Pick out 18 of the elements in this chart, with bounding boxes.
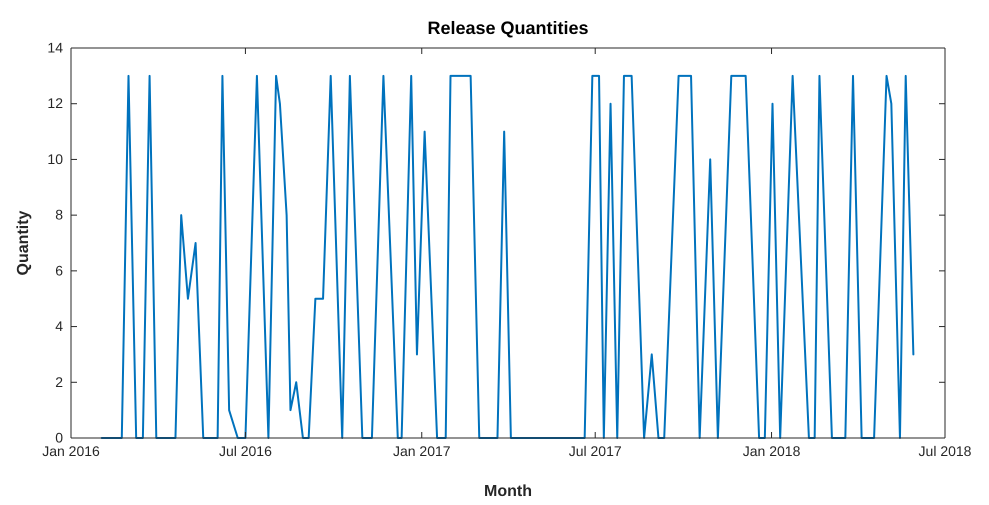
x-tick-label: Jul 2016	[218, 442, 272, 459]
x-tick-label: Jan 2017	[392, 442, 451, 459]
line-series	[100, 74, 914, 439]
y-tick-label: 2	[55, 374, 64, 390]
chart-title: Release Quantities	[427, 18, 589, 38]
y-tick-label: 14	[47, 39, 64, 56]
x-tick-label: Jan 2016	[42, 442, 100, 459]
x-axis-title: Month	[484, 483, 532, 500]
y-tick-label: 8	[55, 206, 64, 223]
x-tick-label: Jan 2018	[742, 442, 801, 459]
y-tick-label: 12	[47, 95, 64, 112]
y-axis-title: Quantity	[15, 210, 32, 276]
y-tick-label: 4	[55, 318, 64, 334]
y-tick-label: 10	[47, 150, 64, 167]
x-tick-label: Jul 2017	[568, 442, 622, 459]
y-tick-label: 0	[55, 429, 64, 446]
x-tick-label: Jul 2018	[918, 442, 972, 459]
y-tick-label: 6	[55, 262, 64, 278]
